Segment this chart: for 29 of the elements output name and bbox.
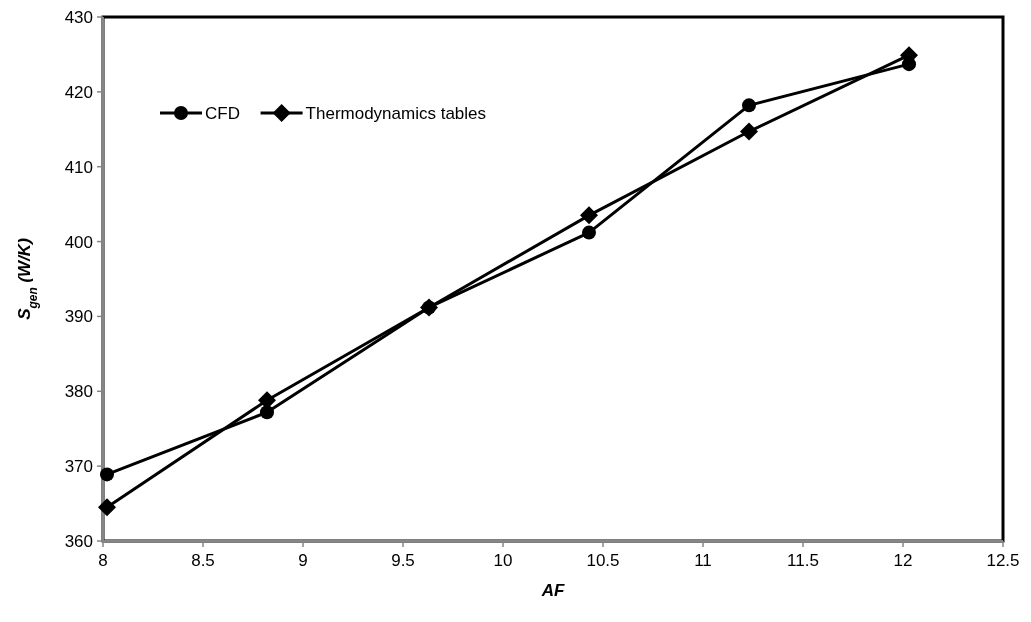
y-tick-label: 370 [64,457,93,477]
x-tick-label: 10.5 [586,551,620,570]
y-tick-label: 390 [64,307,93,327]
point [100,467,114,482]
x-tick-label: 8 [98,551,108,570]
x-tick-label: 12 [893,551,913,570]
point [742,98,756,113]
x-tick-label: 12.5 [986,551,1020,570]
y-tick-label: 430 [64,7,93,27]
x-tick-label: 9.5 [391,551,415,570]
point [902,57,916,72]
point [260,405,274,420]
y-tick-label: 380 [64,382,93,402]
point [98,498,116,517]
y-tick-label: 400 [64,232,93,252]
legend-label: Thermodynamics tables [305,103,487,123]
x-tick-label: 11 [694,551,712,570]
y-tick-label: 410 [64,157,93,177]
x-tick-label: 9 [298,551,308,570]
y-tick-label: 360 [64,531,93,551]
x-tick-label: 10 [493,551,513,570]
x-tick-label: 8.5 [191,551,215,570]
point [580,206,598,225]
point [740,122,758,141]
x-tick-label: 11.5 [787,551,819,570]
legend-label: CFD [205,103,240,123]
y-tick-label: 420 [64,82,93,102]
point [582,225,596,240]
x-axis-title: AF [540,581,565,600]
